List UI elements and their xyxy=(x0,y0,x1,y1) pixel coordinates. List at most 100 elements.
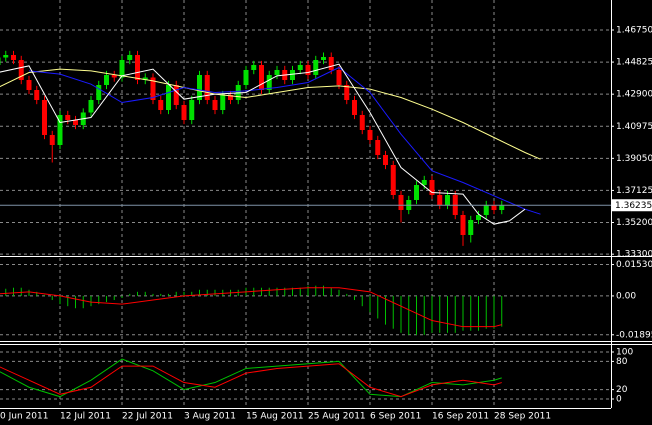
x-tick-label: 25 Aug 2011 xyxy=(308,412,366,422)
indicator-line xyxy=(0,68,541,160)
y-tick-label: 1.46750 xyxy=(616,26,652,36)
candle-body xyxy=(359,115,365,130)
candle-body xyxy=(181,105,187,120)
histogram-bar xyxy=(253,287,255,296)
histogram-bar xyxy=(82,295,84,309)
y-tick-label: 1.33300 xyxy=(616,250,652,260)
histogram-bar xyxy=(152,293,154,296)
candle-body xyxy=(111,75,117,78)
histogram-bar xyxy=(307,285,309,296)
histogram-bar xyxy=(268,287,270,296)
y-tick-label: -0.01895 xyxy=(616,330,652,340)
histogram-bar xyxy=(439,295,441,333)
histogram-bar xyxy=(369,295,371,313)
x-tick-label: 28 Sep 2011 xyxy=(494,412,551,422)
x-tick-label: 15 Aug 2011 xyxy=(246,412,304,422)
candle-body xyxy=(321,57,326,60)
candle-body xyxy=(166,85,171,110)
current-price-label: 1.36235 xyxy=(615,201,652,211)
histogram-bar xyxy=(470,295,472,331)
candle-body xyxy=(0,57,1,65)
candle-body xyxy=(274,70,280,75)
candle-body xyxy=(429,180,435,195)
candle-body xyxy=(251,65,257,70)
y-tick-label: 1.40975 xyxy=(616,122,652,132)
candle-body xyxy=(266,75,272,90)
candle-body xyxy=(173,85,179,105)
histogram-bar xyxy=(408,295,410,335)
candle-body xyxy=(158,100,164,110)
candle-body xyxy=(344,85,350,100)
candle-body xyxy=(491,205,497,210)
indicator-line xyxy=(0,63,526,225)
candle-body xyxy=(11,55,16,60)
histogram-bar xyxy=(199,289,200,296)
candle-body xyxy=(212,100,218,110)
y-tick-label: 0.015307 xyxy=(616,260,652,270)
candle-body xyxy=(119,60,125,78)
histogram-bar xyxy=(377,295,379,319)
candle-body xyxy=(437,195,443,205)
histogram-bar xyxy=(129,293,131,296)
x-tick-label: 16 Sep 2011 xyxy=(432,412,489,422)
candle-body xyxy=(328,57,334,70)
candle-body xyxy=(228,95,233,100)
histogram-bar xyxy=(299,287,301,296)
y-tick-label: 1.35200 xyxy=(616,218,652,228)
histogram-bar xyxy=(431,295,433,333)
histogram-bar xyxy=(447,295,448,333)
histogram-bar xyxy=(183,291,185,296)
candle-body xyxy=(445,195,450,205)
candle-body xyxy=(476,215,481,220)
histogram-bar xyxy=(13,287,14,296)
y-tick-label: 1.37125 xyxy=(616,186,652,196)
candle-body xyxy=(336,70,342,85)
candle-body xyxy=(414,185,419,200)
histogram-bar xyxy=(323,285,324,296)
y-tick-label: 1.42900 xyxy=(616,90,652,100)
histogram-bar xyxy=(175,291,177,296)
histogram-bar xyxy=(113,295,115,301)
candle-body xyxy=(297,65,303,70)
candle-body xyxy=(313,60,319,75)
indicator-line xyxy=(28,66,541,215)
histogram-bar xyxy=(98,295,100,305)
candle-body xyxy=(468,220,474,235)
candle-body xyxy=(96,85,102,100)
histogram-bar xyxy=(222,289,224,296)
histogram-bar xyxy=(354,295,355,301)
candle-body xyxy=(499,205,505,210)
candle-body xyxy=(290,70,295,80)
histogram-bar xyxy=(206,289,208,296)
histogram-bar xyxy=(454,295,456,333)
histogram-bar xyxy=(400,295,402,333)
candle-body xyxy=(42,100,47,135)
x-tick-label: 6 Sep 2011 xyxy=(370,412,421,422)
candle-body xyxy=(189,100,195,120)
histogram-bar xyxy=(106,295,107,303)
histogram-bar xyxy=(75,295,76,309)
histogram-bar xyxy=(385,295,386,325)
candle-body xyxy=(204,75,210,100)
histogram-bar xyxy=(261,287,262,296)
candle-body xyxy=(197,75,202,100)
candle-body xyxy=(142,77,148,80)
histogram-bar xyxy=(20,287,22,296)
histogram-bar xyxy=(478,295,479,331)
histogram-bar xyxy=(137,291,138,296)
candle-body xyxy=(73,120,78,125)
histogram-bar xyxy=(214,289,216,296)
x-tick-label: 0 Jun 2011 xyxy=(0,412,48,422)
candle-body xyxy=(483,205,489,215)
histogram-bar xyxy=(493,295,495,329)
histogram-bar xyxy=(168,293,169,296)
histogram-bar xyxy=(67,295,69,307)
candle-body xyxy=(65,115,71,120)
y-tick-label: 1.39050 xyxy=(616,154,652,164)
indicator-line xyxy=(0,287,502,328)
x-tick-label: 22 Jul 2011 xyxy=(122,412,173,422)
candle-body xyxy=(135,55,140,80)
candle-body xyxy=(57,115,63,145)
